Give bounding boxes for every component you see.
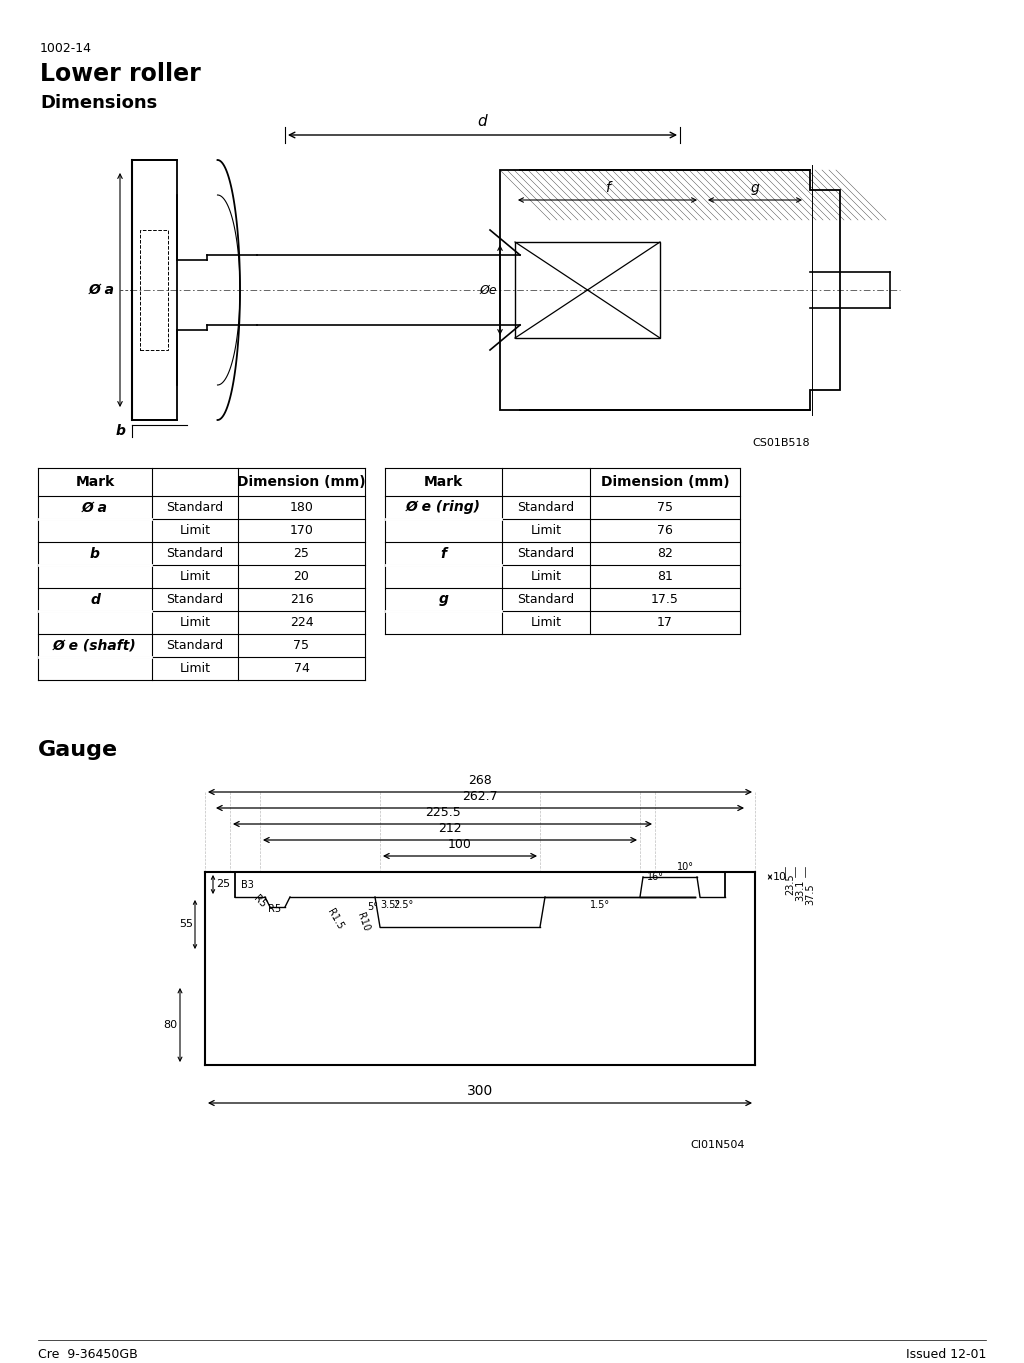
Text: 100: 100: [449, 838, 472, 851]
Text: R5: R5: [268, 904, 282, 915]
Text: 3.5°: 3.5°: [380, 900, 400, 910]
Text: 55: 55: [179, 919, 193, 930]
Text: f: f: [440, 547, 446, 560]
Text: f: f: [605, 181, 610, 195]
Text: R10: R10: [355, 912, 371, 932]
Text: 2.5°: 2.5°: [393, 900, 413, 910]
Text: 25: 25: [294, 547, 309, 560]
Text: 268: 268: [468, 774, 492, 786]
Text: Standard: Standard: [167, 547, 223, 560]
Text: Ø e (shaft): Ø e (shaft): [53, 638, 137, 653]
Text: d: d: [477, 114, 487, 129]
Text: g: g: [438, 593, 449, 607]
Text: Standard: Standard: [517, 593, 574, 607]
Text: Standard: Standard: [167, 593, 223, 607]
FancyBboxPatch shape: [132, 159, 177, 420]
Text: Dimension (mm): Dimension (mm): [601, 474, 729, 489]
Text: R1.5: R1.5: [325, 906, 345, 931]
Text: 17: 17: [657, 616, 673, 628]
Text: 25: 25: [216, 879, 230, 889]
Text: d: d: [90, 593, 100, 607]
Text: Limit: Limit: [530, 570, 561, 583]
Text: g: g: [751, 181, 760, 195]
Text: 33.1: 33.1: [795, 879, 805, 901]
Text: 16°: 16°: [646, 872, 664, 882]
Text: Limit: Limit: [179, 662, 211, 675]
Text: 37.5: 37.5: [805, 883, 815, 905]
Text: 225.5: 225.5: [425, 806, 461, 819]
Text: 80: 80: [163, 1020, 177, 1030]
Text: Ø a: Ø a: [89, 284, 115, 297]
Text: Ø e (ring): Ø e (ring): [406, 500, 481, 514]
Text: Limit: Limit: [179, 616, 211, 628]
Text: Lower roller: Lower roller: [40, 61, 201, 86]
Text: CS01B518: CS01B518: [753, 438, 810, 448]
Text: 300: 300: [467, 1084, 494, 1099]
Text: Standard: Standard: [167, 639, 223, 652]
Text: Standard: Standard: [517, 502, 574, 514]
Text: b: b: [115, 424, 125, 438]
Text: Gauge: Gauge: [38, 740, 118, 761]
Bar: [515, 243, 660, 338]
Text: Limit: Limit: [179, 570, 211, 583]
Text: Standard: Standard: [517, 547, 574, 560]
Text: 224: 224: [290, 616, 313, 628]
Text: 23.5: 23.5: [785, 874, 795, 895]
Text: 212: 212: [438, 822, 462, 836]
Text: 10: 10: [773, 872, 787, 882]
Text: 20: 20: [294, 570, 309, 583]
Text: Standard: Standard: [167, 502, 223, 514]
Text: B3: B3: [241, 880, 253, 890]
Text: 75: 75: [657, 502, 673, 514]
Text: 1002-14: 1002-14: [40, 42, 92, 55]
Text: Cre  9-36450GB: Cre 9-36450GB: [38, 1348, 138, 1362]
Text: Limit: Limit: [530, 523, 561, 537]
Text: Issued 12-01: Issued 12-01: [905, 1348, 986, 1362]
Text: 10°: 10°: [677, 861, 693, 872]
Text: Dimension (mm): Dimension (mm): [238, 474, 366, 489]
Text: Limit: Limit: [530, 616, 561, 628]
Text: 5°: 5°: [368, 902, 379, 912]
Text: Dimensions: Dimensions: [40, 94, 158, 112]
Text: 1.5°: 1.5°: [590, 900, 610, 910]
Text: Limit: Limit: [179, 523, 211, 537]
Polygon shape: [500, 170, 840, 410]
Text: 216: 216: [290, 593, 313, 607]
Text: 76: 76: [657, 523, 673, 537]
Text: Mark: Mark: [424, 474, 463, 489]
Text: 180: 180: [290, 502, 313, 514]
Text: 170: 170: [290, 523, 313, 537]
Text: CI01N504: CI01N504: [690, 1139, 745, 1150]
Bar: [140, 230, 168, 350]
Text: 74: 74: [294, 662, 309, 675]
Text: 17.5: 17.5: [651, 593, 679, 607]
Text: 82: 82: [657, 547, 673, 560]
Text: 262.7: 262.7: [462, 791, 498, 803]
Text: b: b: [90, 547, 100, 560]
Text: R5: R5: [252, 894, 268, 910]
Text: Mark: Mark: [76, 474, 115, 489]
Text: 75: 75: [294, 639, 309, 652]
Text: Ø a: Ø a: [82, 500, 108, 514]
Text: 81: 81: [657, 570, 673, 583]
Text: Øe: Øe: [479, 284, 497, 297]
